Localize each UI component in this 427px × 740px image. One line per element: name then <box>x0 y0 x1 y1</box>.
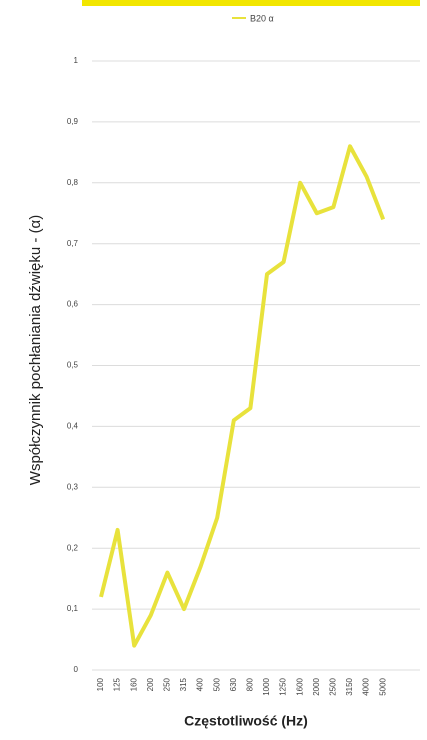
x-tick-label: 200 <box>146 677 155 691</box>
y-tick-label: 0 <box>74 665 79 674</box>
y-tick-label: 0,8 <box>67 178 79 187</box>
y-tick-label: 0,5 <box>67 361 79 370</box>
x-tick-label: 1250 <box>279 677 288 695</box>
x-tick-label: 100 <box>96 677 105 691</box>
x-tick-label: 3150 <box>345 677 354 695</box>
y-tick-label: 0,3 <box>67 482 79 491</box>
x-tick-label: 800 <box>246 677 255 691</box>
y-tick-label: 0,2 <box>67 543 79 552</box>
data-line <box>99 144 386 648</box>
x-tick-label: 630 <box>229 677 238 691</box>
x-tick-label: 400 <box>196 677 205 691</box>
y-axis-label: Współczynnik pochłaniania dźwięku - (α) <box>27 215 44 485</box>
y-tick-label: 0,6 <box>67 300 79 309</box>
x-tick-label: 5000 <box>378 677 387 695</box>
y-tick-label: 0,9 <box>67 117 79 126</box>
x-tick-label: 2500 <box>329 677 338 695</box>
y-tick-label: 0,1 <box>67 604 79 613</box>
x-tick-label: 1000 <box>262 677 271 695</box>
y-tick-label: 0,7 <box>67 239 79 248</box>
x-tick-label: 500 <box>212 677 221 691</box>
x-tick-label: 2000 <box>312 677 321 695</box>
x-tick-label: 125 <box>113 677 122 691</box>
x-axis-label: Częstotliwość (Hz) <box>184 713 308 729</box>
top-band <box>82 0 420 6</box>
x-tick-label: 160 <box>129 677 138 691</box>
x-tick-label: 315 <box>179 677 188 691</box>
x-tick-label: 1600 <box>295 677 304 695</box>
y-tick-label: 1 <box>74 56 79 65</box>
legend-label: B20 α <box>250 13 274 23</box>
x-tick-label: 4000 <box>362 677 371 695</box>
x-tick-label: 250 <box>163 677 172 691</box>
y-tick-label: 0,4 <box>67 422 79 431</box>
